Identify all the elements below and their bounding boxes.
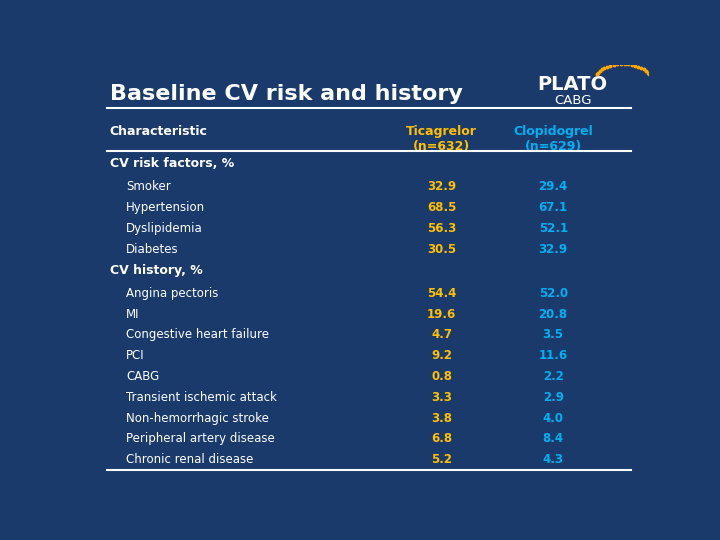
Text: Hypertension: Hypertension (126, 201, 205, 214)
Text: Smoker: Smoker (126, 180, 171, 193)
Text: 19.6: 19.6 (427, 308, 456, 321)
Text: 9.2: 9.2 (431, 349, 452, 362)
Text: Clopidogrel
(n=629): Clopidogrel (n=629) (513, 125, 593, 153)
Text: PCI: PCI (126, 349, 145, 362)
Text: 5.2: 5.2 (431, 453, 452, 466)
Text: 3.5: 3.5 (543, 328, 564, 341)
Text: 3.8: 3.8 (431, 411, 452, 424)
Text: Chronic renal disease: Chronic renal disease (126, 453, 253, 466)
Text: PLATO: PLATO (538, 75, 608, 94)
Text: 6.8: 6.8 (431, 433, 452, 446)
Text: 4.0: 4.0 (543, 411, 564, 424)
Text: 20.8: 20.8 (539, 308, 567, 321)
Text: Ticagrelor
(n=632): Ticagrelor (n=632) (406, 125, 477, 153)
Text: 29.4: 29.4 (539, 180, 568, 193)
Text: CV risk factors, %: CV risk factors, % (109, 157, 234, 170)
Text: Baseline CV risk and history: Baseline CV risk and history (109, 84, 462, 104)
Text: CABG: CABG (126, 370, 160, 383)
Text: Diabetes: Diabetes (126, 243, 179, 256)
Text: 32.9: 32.9 (539, 243, 567, 256)
Text: Non-hemorrhagic stroke: Non-hemorrhagic stroke (126, 411, 269, 424)
Text: CV history, %: CV history, % (109, 264, 202, 276)
Text: Transient ischemic attack: Transient ischemic attack (126, 391, 277, 404)
Text: 67.1: 67.1 (539, 201, 567, 214)
Text: 2.2: 2.2 (543, 370, 564, 383)
Text: 8.4: 8.4 (543, 433, 564, 446)
Text: Congestive heart failure: Congestive heart failure (126, 328, 269, 341)
Text: 0.8: 0.8 (431, 370, 452, 383)
Text: 52.1: 52.1 (539, 222, 567, 235)
Text: 54.4: 54.4 (427, 287, 456, 300)
Text: 2.9: 2.9 (543, 391, 564, 404)
Text: 30.5: 30.5 (427, 243, 456, 256)
Text: Angina pectoris: Angina pectoris (126, 287, 219, 300)
Text: 4.7: 4.7 (431, 328, 452, 341)
Text: 3.3: 3.3 (431, 391, 452, 404)
Text: 11.6: 11.6 (539, 349, 567, 362)
Text: 56.3: 56.3 (427, 222, 456, 235)
Text: 52.0: 52.0 (539, 287, 567, 300)
Text: Dyslipidemia: Dyslipidemia (126, 222, 203, 235)
Text: CABG: CABG (554, 94, 591, 107)
Text: 4.3: 4.3 (543, 453, 564, 466)
Text: 32.9: 32.9 (427, 180, 456, 193)
Text: Peripheral artery disease: Peripheral artery disease (126, 433, 275, 446)
Text: Characteristic: Characteristic (109, 125, 207, 138)
Text: MI: MI (126, 308, 140, 321)
Text: 68.5: 68.5 (427, 201, 456, 214)
